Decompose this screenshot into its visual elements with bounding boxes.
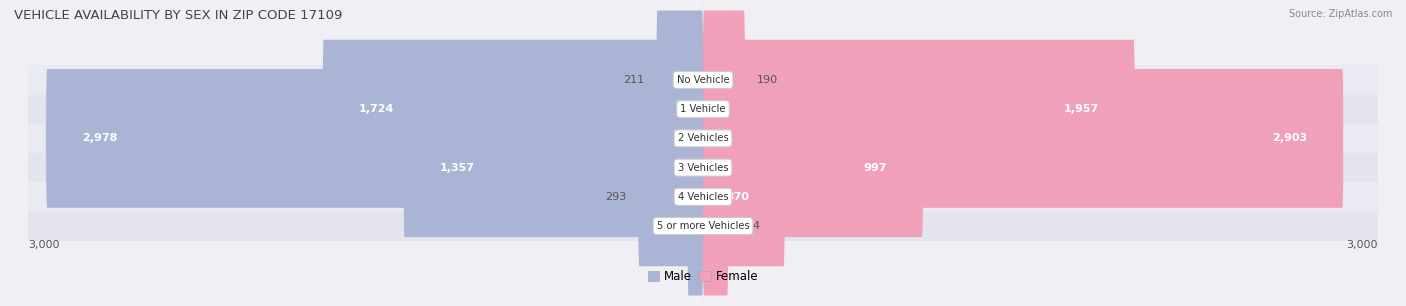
- FancyBboxPatch shape: [703, 32, 1344, 244]
- Text: 3,000: 3,000: [1347, 240, 1378, 250]
- Bar: [28, 211, 1378, 241]
- Bar: [28, 65, 1378, 95]
- Text: 2,903: 2,903: [1272, 133, 1308, 144]
- Text: 211: 211: [623, 75, 644, 85]
- Text: No Vehicle: No Vehicle: [676, 75, 730, 85]
- Text: Source: ZipAtlas.com: Source: ZipAtlas.com: [1288, 9, 1392, 19]
- Text: 70: 70: [662, 221, 676, 231]
- Text: 3,000: 3,000: [28, 240, 59, 250]
- Text: 2,978: 2,978: [82, 133, 117, 144]
- FancyBboxPatch shape: [703, 120, 728, 306]
- FancyBboxPatch shape: [703, 62, 924, 274]
- Bar: [28, 124, 1378, 153]
- FancyBboxPatch shape: [703, 0, 745, 186]
- Text: VEHICLE AVAILABILITY BY SEX IN ZIP CODE 17109: VEHICLE AVAILABILITY BY SEX IN ZIP CODE …: [14, 9, 343, 22]
- Text: 1,957: 1,957: [1063, 104, 1099, 114]
- FancyBboxPatch shape: [46, 32, 703, 244]
- Text: 1,724: 1,724: [359, 104, 394, 114]
- Text: 190: 190: [756, 75, 778, 85]
- Text: 370: 370: [725, 192, 749, 202]
- Text: 1,357: 1,357: [440, 162, 474, 173]
- FancyBboxPatch shape: [703, 3, 1135, 215]
- Text: 997: 997: [863, 162, 887, 173]
- FancyBboxPatch shape: [688, 120, 703, 306]
- Legend: Male, Female: Male, Female: [643, 266, 763, 288]
- Bar: [28, 182, 1378, 211]
- Bar: [28, 153, 1378, 182]
- Text: 293: 293: [605, 192, 627, 202]
- Text: 1 Vehicle: 1 Vehicle: [681, 104, 725, 114]
- Text: 5 or more Vehicles: 5 or more Vehicles: [657, 221, 749, 231]
- FancyBboxPatch shape: [404, 62, 703, 274]
- Text: 2 Vehicles: 2 Vehicles: [678, 133, 728, 144]
- Text: 114: 114: [740, 221, 761, 231]
- FancyBboxPatch shape: [322, 3, 703, 215]
- FancyBboxPatch shape: [638, 91, 703, 303]
- FancyBboxPatch shape: [703, 91, 785, 303]
- Text: 4 Vehicles: 4 Vehicles: [678, 192, 728, 202]
- Bar: [28, 95, 1378, 124]
- Text: 3 Vehicles: 3 Vehicles: [678, 162, 728, 173]
- FancyBboxPatch shape: [657, 0, 703, 186]
